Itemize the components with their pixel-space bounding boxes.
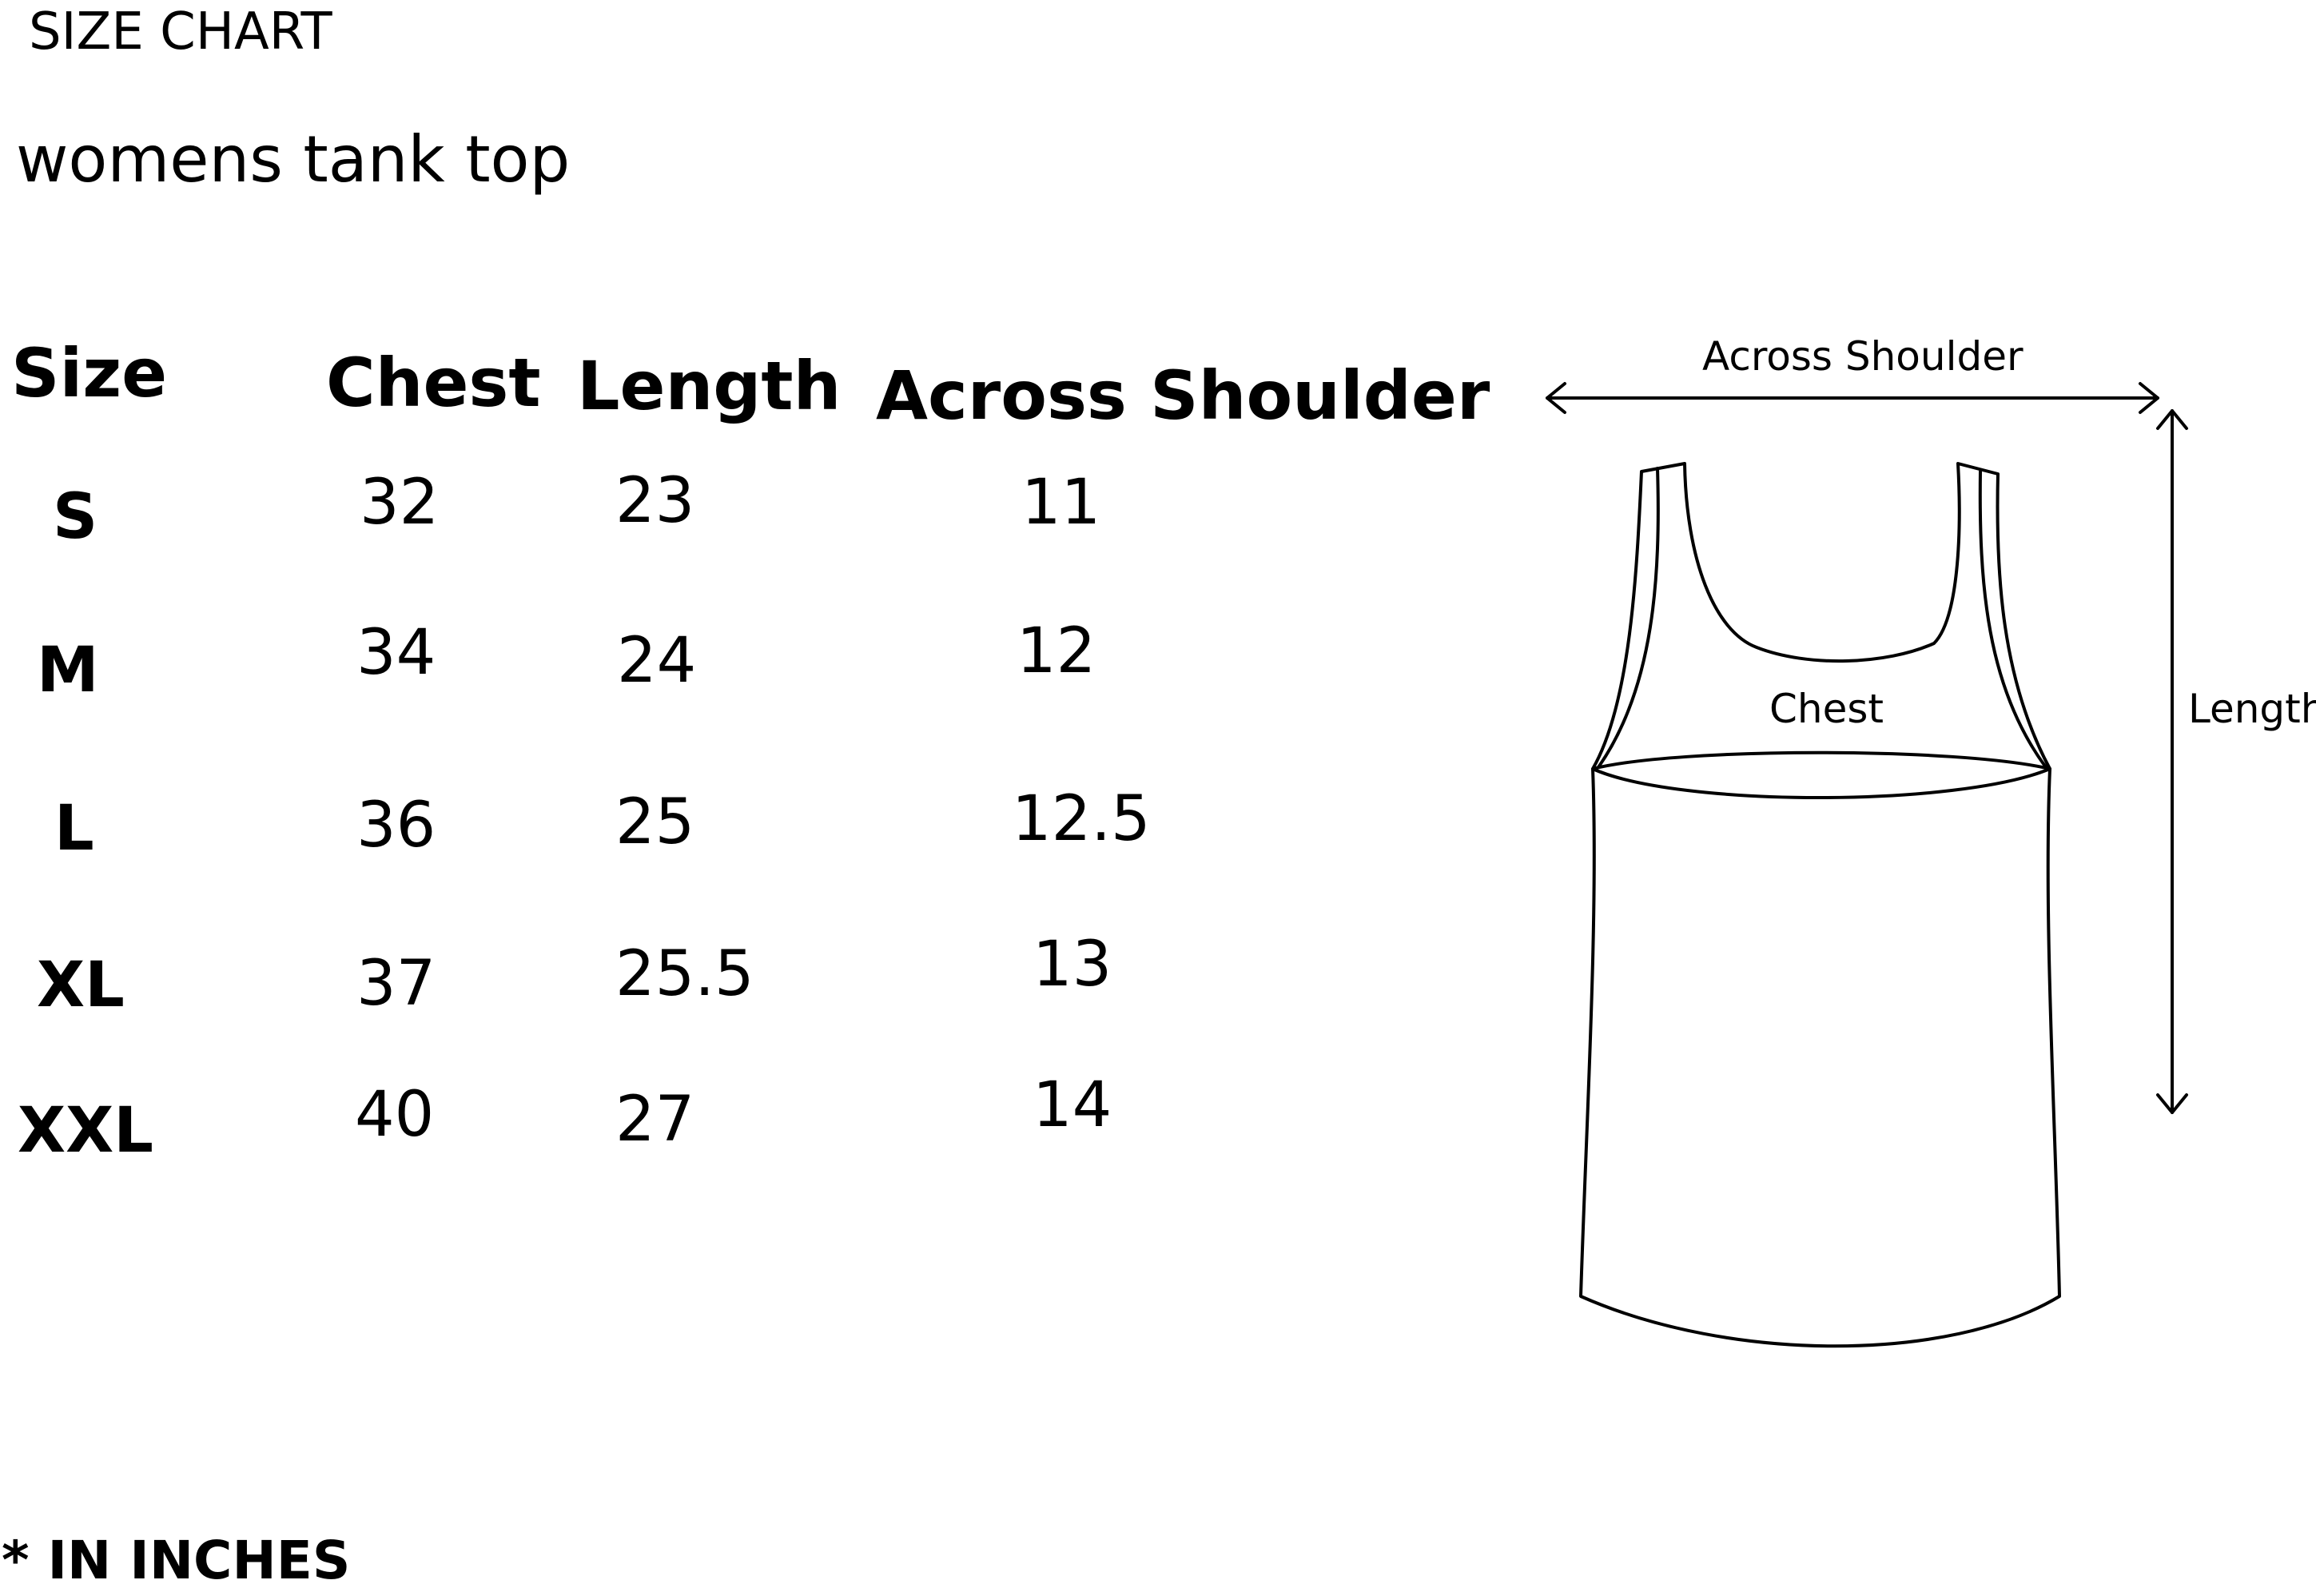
across-shoulder-arrow bbox=[1546, 382, 2159, 414]
column-header-length: Length bbox=[577, 347, 842, 425]
length-value: 25 bbox=[615, 786, 695, 858]
chest-value: 40 bbox=[355, 1079, 435, 1151]
page-title: SIZE CHART bbox=[29, 2, 332, 62]
across-shoulder-value: 11 bbox=[1021, 467, 1101, 539]
chest-value: 34 bbox=[356, 617, 436, 689]
across-shoulder-label: Across Shoulder bbox=[1702, 333, 2024, 380]
size-label: L bbox=[54, 793, 94, 865]
across-shoulder-value: 12 bbox=[1017, 615, 1096, 687]
length-value: 27 bbox=[615, 1084, 695, 1156]
length-value: 24 bbox=[617, 625, 697, 697]
chest-label: Chest bbox=[1769, 686, 1884, 732]
tank-top-outline bbox=[1579, 462, 2061, 1348]
product-name: womens tank top bbox=[16, 122, 571, 197]
chest-value: 36 bbox=[356, 790, 436, 862]
length-label: Length bbox=[2188, 686, 2316, 732]
right-strap-inner-line bbox=[1978, 470, 2047, 769]
length-value: 23 bbox=[615, 465, 695, 537]
size-label: M bbox=[37, 635, 99, 706]
chest-value: 37 bbox=[356, 948, 436, 1020]
across-shoulder-value: 14 bbox=[1033, 1069, 1112, 1141]
diagram-strokes bbox=[1546, 382, 2188, 1348]
across-shoulder-value: 13 bbox=[1033, 929, 1112, 1001]
chest-value: 32 bbox=[360, 467, 440, 539]
chest-measure-line bbox=[1591, 750, 2051, 799]
column-header-across-shoulder: Across Shoulder bbox=[876, 356, 1490, 435]
column-header-size: Size bbox=[11, 334, 168, 412]
size-label: XXL bbox=[18, 1095, 153, 1167]
units-footnote: * IN INCHES bbox=[2, 1530, 351, 1591]
left-strap-inner-line bbox=[1597, 467, 1660, 769]
size-label: XL bbox=[37, 949, 125, 1021]
length-arrow bbox=[2156, 409, 2188, 1114]
column-header-chest: Chest bbox=[326, 344, 541, 422]
across-shoulder-value: 12.5 bbox=[1012, 783, 1151, 855]
length-value: 25.5 bbox=[615, 938, 754, 1010]
size-label: S bbox=[53, 481, 98, 553]
